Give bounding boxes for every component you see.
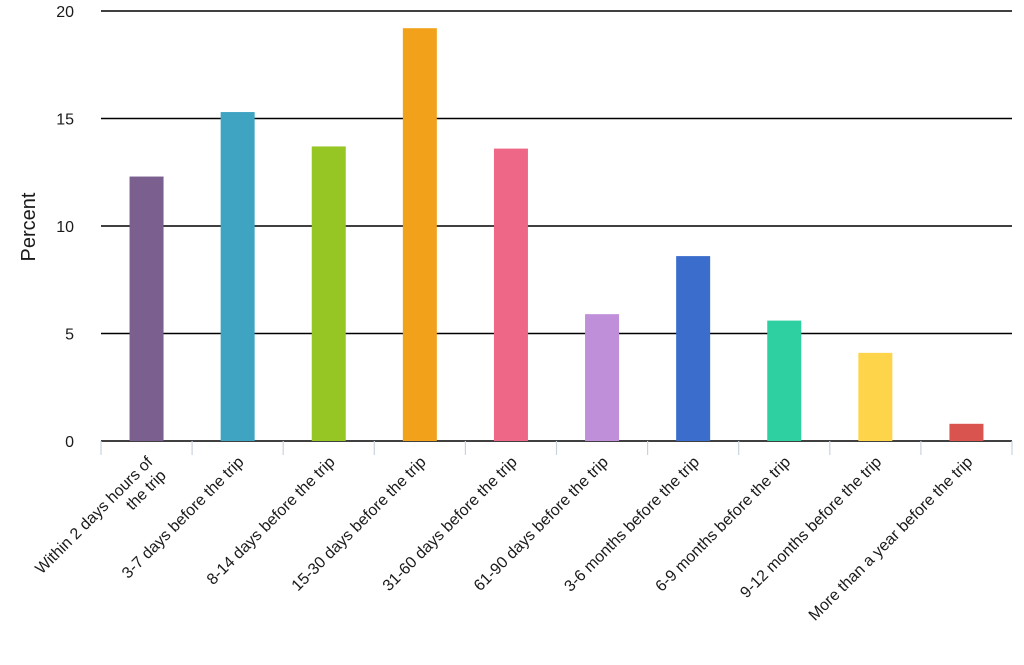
- bar: [858, 352, 893, 441]
- bar: [585, 314, 620, 441]
- y-tick-label: 10: [56, 219, 74, 236]
- bar: [676, 256, 711, 441]
- x-tick-label-text: More than a year before the trip: [806, 454, 977, 625]
- y-axis-label: Percent: [18, 192, 40, 261]
- bar: [949, 423, 984, 441]
- x-tick-label: Within 2 days hours ofthe trip: [32, 453, 170, 591]
- bar: [767, 320, 802, 441]
- bar: [129, 176, 164, 442]
- bar: [493, 148, 528, 441]
- bar: [311, 146, 346, 441]
- bar: [402, 28, 437, 441]
- bars: [129, 28, 984, 442]
- x-tick-label: More than a year before the trip: [806, 454, 977, 625]
- y-tick-label: 5: [65, 327, 74, 344]
- x-tick-label-text: Within 2 days hours ofthe trip: [32, 453, 170, 591]
- y-tick-label: 20: [56, 4, 74, 21]
- bar: [220, 112, 255, 442]
- y-tick-label: 15: [56, 112, 74, 129]
- y-tick-label: 0: [65, 434, 74, 451]
- y-axis-ticks: 0 5 10 15 20: [56, 4, 74, 451]
